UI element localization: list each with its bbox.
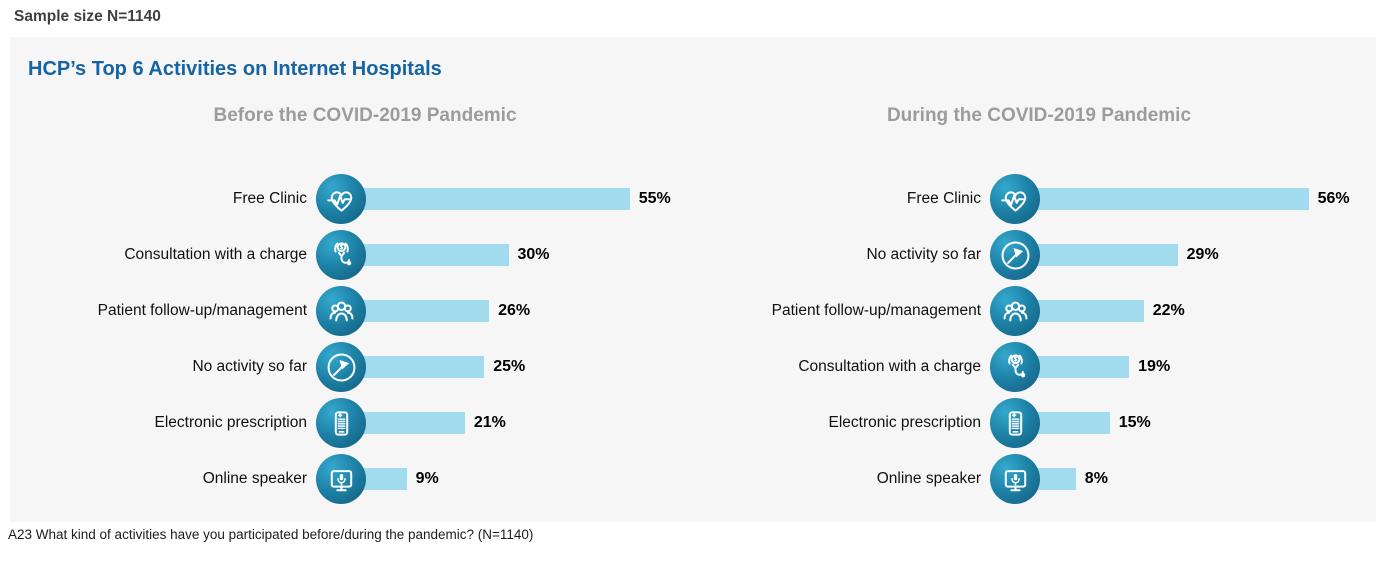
value-label: 21% [473, 414, 506, 431]
category-label: No activity so far [192, 358, 307, 376]
category-label: Electronic prescription [154, 414, 307, 432]
stethoscope-dollar-icon [316, 230, 366, 280]
bar [363, 244, 509, 266]
bar [1037, 412, 1110, 434]
chart-panel: HCP’s Top 6 Activities on Internet Hospi… [10, 37, 1376, 522]
category-label: Electronic prescription [828, 414, 981, 432]
footnote: A23 What kind of activities have you par… [8, 527, 534, 542]
bar [363, 188, 630, 210]
chart-during-rows: Free Clinic 56% No activity so far 29% P… [702, 171, 1376, 507]
stethoscope-dollar-icon [990, 342, 1040, 392]
category-label: Consultation with a charge [798, 358, 981, 376]
chart-during-pandemic: During the COVID-2019 Pandemic Free Clin… [702, 105, 1376, 507]
value-label: 56% [1317, 190, 1350, 207]
cursor-circle-icon [316, 342, 366, 392]
bar-row-patient-followup: Patient follow-up/management 26% [28, 283, 702, 339]
category-label: Online speaker [876, 470, 981, 488]
value-label: 9% [415, 470, 439, 487]
bar-row-consultation-charge: Consultation with a charge 30% [28, 227, 702, 283]
category-label: Online speaker [202, 470, 307, 488]
people-group-icon [316, 286, 366, 336]
bar [363, 356, 485, 378]
chart-before-pandemic: Before the COVID-2019 Pandemic Free Clin… [28, 105, 702, 507]
chart-before-rows: Free Clinic 55% Consultation with a char… [28, 171, 702, 507]
value-label: 26% [498, 302, 531, 319]
category-label: Free Clinic [232, 190, 307, 208]
bar-row-no-activity: No activity so far 29% [702, 227, 1376, 283]
category-label: Consultation with a charge [124, 246, 307, 264]
heart-pulse-icon [316, 174, 366, 224]
value-label: 29% [1186, 246, 1219, 263]
heart-pulse-icon [990, 174, 1040, 224]
phone-prescription-icon [990, 398, 1040, 448]
bar-row-consultation-charge: Consultation with a charge 19% [702, 339, 1376, 395]
value-label: 15% [1118, 414, 1151, 431]
bar [363, 300, 490, 322]
chart-during-title: During the COVID-2019 Pandemic [886, 105, 1192, 126]
value-label: 19% [1138, 358, 1171, 375]
bar [1037, 356, 1130, 378]
people-group-icon [990, 286, 1040, 336]
bar [363, 468, 407, 490]
bar [1037, 468, 1076, 490]
value-label: 30% [517, 246, 550, 263]
value-label: 22% [1152, 302, 1185, 319]
category-label: No activity so far [866, 246, 981, 264]
bar-row-patient-followup: Patient follow-up/management 22% [702, 283, 1376, 339]
category-label: Patient follow-up/management [97, 302, 307, 320]
cursor-circle-icon [990, 230, 1040, 280]
category-label: Patient follow-up/management [771, 302, 981, 320]
bar [1037, 188, 1309, 210]
bar [1037, 244, 1178, 266]
value-label: 55% [638, 190, 671, 207]
bar-row-electronic-prescription: Electronic prescription 21% [28, 395, 702, 451]
bar-row-no-activity: No activity so far 25% [28, 339, 702, 395]
bar-row-free-clinic: Free Clinic 55% [28, 171, 702, 227]
bar-row-online-speaker: Online speaker 8% [702, 451, 1376, 507]
monitor-mic-icon [316, 454, 366, 504]
category-label: Free Clinic [906, 190, 981, 208]
monitor-mic-icon [990, 454, 1040, 504]
bar-row-online-speaker: Online speaker 9% [28, 451, 702, 507]
bar [363, 412, 465, 434]
chart-before-title: Before the COVID-2019 Pandemic [213, 105, 517, 126]
value-label: 8% [1084, 470, 1108, 487]
bar-row-electronic-prescription: Electronic prescription 15% [702, 395, 1376, 451]
charts-container: Before the COVID-2019 Pandemic Free Clin… [10, 105, 1376, 507]
value-label: 25% [493, 358, 526, 375]
sample-size-note: Sample size N=1140 [14, 8, 161, 25]
phone-prescription-icon [316, 398, 366, 448]
bar-row-free-clinic: Free Clinic 56% [702, 171, 1376, 227]
page-title: HCP’s Top 6 Activities on Internet Hospi… [28, 58, 442, 80]
bar [1037, 300, 1144, 322]
